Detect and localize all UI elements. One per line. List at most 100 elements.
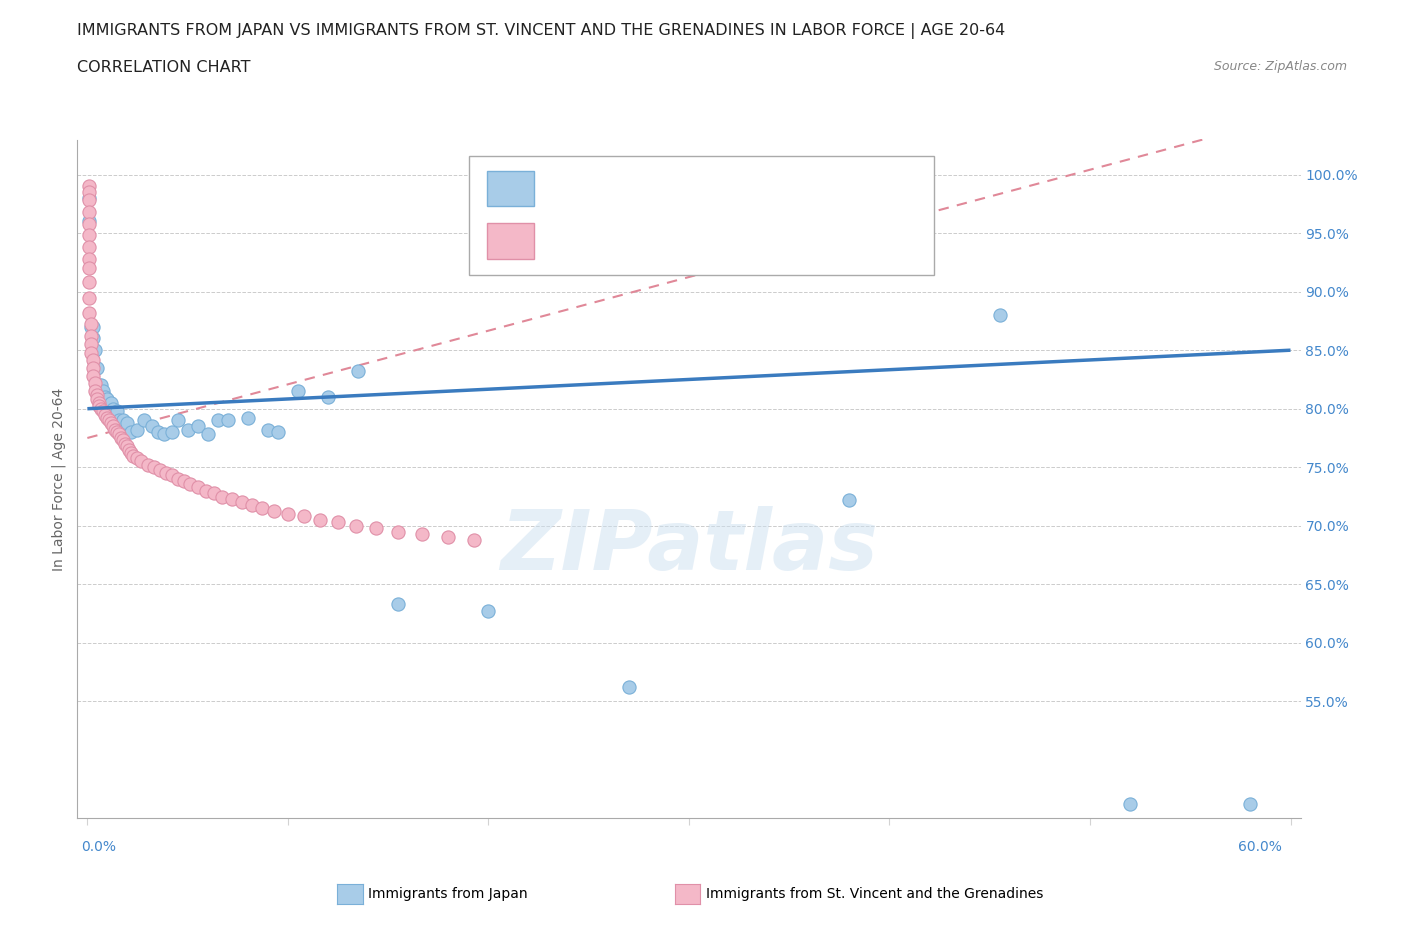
Point: [463, 532, 485, 547]
Point: [127, 450, 149, 465]
Point: [114, 436, 136, 451]
Point: [93, 384, 115, 399]
Point: [94, 407, 117, 422]
Point: [89, 395, 111, 410]
Point: [173, 474, 195, 489]
Point: [160, 468, 183, 483]
Point: [287, 384, 309, 399]
Text: Source: ZipAtlas.com: Source: ZipAtlas.com: [1213, 60, 1347, 73]
Point: [89, 399, 111, 414]
Point: [316, 390, 339, 405]
Point: [117, 439, 139, 454]
Point: [411, 526, 433, 541]
Point: [236, 411, 259, 426]
Text: Immigrants from Japan: Immigrants from Japan: [368, 886, 529, 901]
Point: [152, 427, 174, 442]
Text: 0.0%: 0.0%: [82, 840, 117, 854]
Point: [79, 217, 101, 232]
Point: [79, 240, 101, 255]
Point: [166, 413, 188, 428]
Point: [89, 378, 111, 392]
Point: [79, 251, 101, 266]
Point: [176, 422, 198, 437]
Point: [179, 476, 201, 491]
Point: [79, 214, 101, 229]
Point: [988, 308, 1011, 323]
Point: [221, 491, 243, 506]
Point: [1239, 797, 1261, 812]
Point: [387, 597, 409, 612]
Point: [194, 484, 217, 498]
Point: [231, 495, 253, 510]
Point: [100, 395, 122, 410]
Point: [112, 432, 135, 447]
Point: [207, 413, 229, 428]
Point: [131, 454, 153, 469]
Text: 60.0%: 60.0%: [1239, 840, 1282, 854]
Point: [148, 462, 170, 477]
Point: [79, 205, 101, 219]
Point: [160, 425, 183, 440]
Point: [108, 427, 131, 442]
Point: [141, 418, 163, 433]
Point: [292, 509, 315, 524]
Point: [80, 345, 103, 360]
Point: [136, 458, 159, 472]
Point: [80, 319, 103, 334]
Point: [267, 425, 290, 440]
Point: [155, 466, 177, 481]
Point: [100, 416, 122, 431]
Point: [110, 431, 132, 445]
Point: [79, 305, 101, 320]
Text: ZIPatlas: ZIPatlas: [501, 506, 877, 588]
Point: [107, 425, 129, 440]
Point: [117, 416, 139, 431]
Point: [107, 404, 129, 418]
Point: [79, 185, 101, 200]
Point: [142, 459, 165, 474]
Point: [127, 422, 149, 437]
Point: [387, 525, 409, 539]
Point: [366, 521, 388, 536]
Point: [82, 331, 104, 346]
Point: [263, 503, 285, 518]
Text: Immigrants from St. Vincent and the Grenadines: Immigrants from St. Vincent and the Gren…: [706, 886, 1043, 901]
Point: [94, 390, 117, 405]
Point: [103, 401, 125, 416]
Point: [86, 392, 108, 406]
Point: [98, 413, 121, 428]
Text: CORRELATION CHART: CORRELATION CHART: [77, 60, 250, 75]
Point: [79, 290, 101, 305]
Point: [84, 343, 107, 358]
Point: [86, 360, 108, 375]
Point: [79, 275, 101, 290]
Point: [838, 493, 860, 508]
Point: [93, 404, 115, 418]
Point: [80, 328, 103, 343]
Point: [1119, 797, 1142, 812]
Point: [118, 443, 141, 458]
Point: [86, 387, 108, 402]
Point: [80, 317, 103, 332]
Point: [250, 500, 273, 515]
Point: [90, 401, 112, 416]
Point: [132, 413, 155, 428]
Point: [80, 337, 103, 352]
Point: [79, 191, 101, 206]
Point: [256, 422, 278, 437]
Point: [166, 472, 188, 486]
Text: IMMIGRANTS FROM JAPAN VS IMMIGRANTS FROM ST. VINCENT AND THE GRENADINES IN LABOR: IMMIGRANTS FROM JAPAN VS IMMIGRANTS FROM…: [77, 23, 1005, 39]
Point: [326, 515, 349, 530]
Point: [96, 392, 118, 406]
Point: [82, 319, 104, 334]
Point: [84, 384, 107, 399]
Point: [202, 485, 225, 500]
Y-axis label: In Labor Force | Age 20-64: In Labor Force | Age 20-64: [51, 387, 66, 571]
Point: [187, 418, 209, 433]
Point: [277, 507, 299, 522]
Point: [82, 368, 104, 383]
Point: [79, 260, 101, 275]
Point: [309, 512, 332, 527]
Point: [79, 193, 101, 207]
Point: [187, 480, 209, 495]
